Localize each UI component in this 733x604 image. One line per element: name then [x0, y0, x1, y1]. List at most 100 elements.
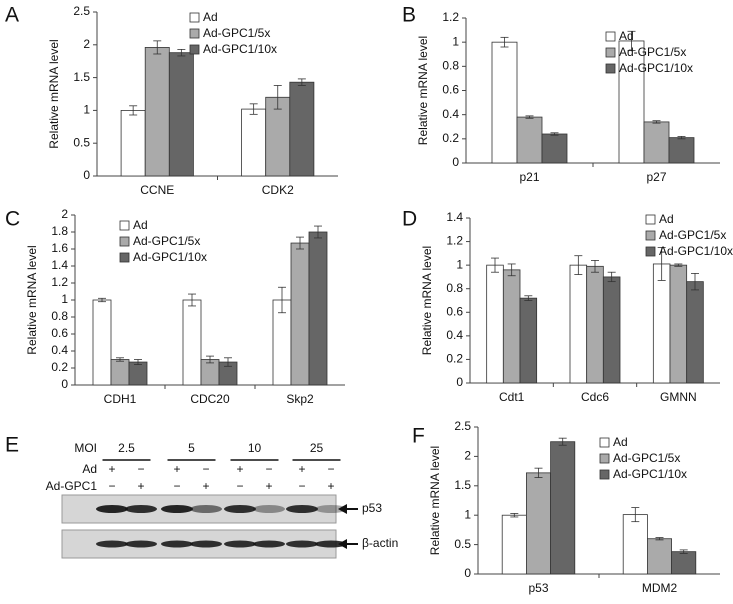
error-bar — [657, 247, 666, 281]
blot-band — [161, 505, 193, 513]
y-tick-label: 1.2 — [442, 10, 459, 24]
moi-value: 10 — [248, 441, 262, 455]
legend-label: Ad-GPC1/10x — [203, 42, 277, 56]
y-tick-label: 2.5 — [454, 419, 471, 433]
sign: − — [236, 479, 243, 493]
panel-label: D — [402, 208, 417, 231]
error-bar — [273, 85, 282, 110]
bar — [526, 472, 552, 575]
sign: + — [298, 462, 305, 476]
sign: + — [327, 479, 334, 493]
blot-band — [190, 505, 222, 513]
error-bar — [631, 507, 640, 523]
bar — [668, 137, 695, 164]
blot-band — [190, 540, 222, 548]
sign: − — [327, 462, 334, 476]
y-tick-label: 1 — [83, 103, 90, 117]
bar — [144, 47, 170, 177]
blot-band — [286, 540, 318, 548]
y-tick-label: 1 — [61, 292, 68, 306]
legend-swatch — [189, 44, 200, 55]
error-bar — [677, 136, 686, 140]
bar — [622, 514, 648, 575]
error-bar — [500, 36, 509, 48]
bar — [519, 297, 538, 384]
error-bar — [314, 225, 322, 239]
bar — [671, 551, 697, 575]
panel-label: C — [5, 208, 20, 231]
blot-band — [96, 505, 128, 513]
x-tick-label: Skp2 — [286, 392, 314, 406]
sign: + — [265, 479, 272, 493]
legend-swatch — [645, 246, 656, 257]
blot-band — [253, 505, 285, 513]
y-tick-label: 1.5 — [454, 478, 471, 492]
y-tick-label: 1.4 — [51, 258, 68, 272]
bar — [308, 231, 328, 386]
legend-label: Ad — [659, 212, 674, 226]
y-tick-label: 0 — [61, 377, 68, 391]
moi-value: 25 — [310, 441, 324, 455]
legend-label: Ad-GPC1/5x — [613, 451, 680, 465]
error-bar — [153, 40, 162, 55]
row-label: Ad — [82, 462, 97, 476]
legend-swatch — [605, 63, 616, 74]
error-bar — [134, 359, 142, 366]
x-tick-label: CDK2 — [262, 183, 294, 197]
x-tick-label: Cdt1 — [499, 390, 525, 404]
legend-swatch — [645, 230, 656, 241]
y-tick-label: 0.6 — [442, 83, 459, 97]
legend-label: Ad-GPC1/10x — [133, 250, 207, 264]
bar — [182, 299, 202, 386]
y-tick-label: 0 — [456, 375, 463, 389]
bar — [550, 441, 576, 575]
y-tick-label: 1 — [452, 34, 459, 48]
x-tick-label: GMNN — [660, 390, 697, 404]
sign: − — [108, 479, 115, 493]
blot-band — [315, 505, 347, 513]
blot-band — [125, 505, 157, 513]
x-tick-label: CDC20 — [190, 392, 230, 406]
error-bar — [249, 103, 258, 115]
bar — [290, 242, 310, 386]
bar — [120, 110, 146, 177]
blot-band — [286, 505, 318, 513]
y-axis-label: Relative mRNA level — [416, 36, 430, 145]
sign: − — [137, 462, 144, 476]
blot-band — [224, 505, 256, 513]
y-tick-label: 0.2 — [442, 131, 459, 145]
error-bar — [574, 255, 583, 275]
band-label: p53 — [362, 501, 382, 515]
bar — [501, 514, 527, 575]
error-bar — [129, 105, 138, 116]
legend-label: Ad — [613, 435, 628, 449]
error-bar — [116, 357, 124, 362]
error-bar — [296, 236, 304, 250]
error-bar — [558, 437, 567, 446]
error-bar — [177, 48, 186, 57]
panel-label: F — [412, 425, 425, 448]
legend-label: Ad-GPC1/5x — [659, 228, 726, 242]
legend-swatch — [645, 214, 656, 225]
legend-swatch — [119, 220, 130, 231]
sign: + — [202, 479, 209, 493]
x-tick-label: MDM2 — [642, 581, 678, 595]
bar — [241, 108, 267, 177]
error-bar — [550, 132, 559, 136]
row-label: Ad-GPC1 — [46, 479, 98, 493]
y-tick-label: 2 — [61, 207, 68, 221]
y-tick-label: 2 — [83, 37, 90, 51]
y-tick-label: 0.4 — [446, 328, 463, 342]
sign: − — [202, 462, 209, 476]
bar — [128, 361, 148, 386]
y-tick-label: 1.2 — [51, 275, 68, 289]
bar — [541, 133, 568, 164]
x-tick-label: p21 — [519, 170, 539, 184]
y-axis-label: Relative mRNA level — [25, 245, 39, 354]
y-tick-label: 0.8 — [446, 281, 463, 295]
panel-label: A — [5, 4, 19, 27]
legend-label: Ad-GPC1/5x — [619, 45, 686, 59]
sign: + — [236, 462, 243, 476]
error-bar — [206, 355, 214, 364]
y-tick-label: 0.4 — [51, 343, 68, 357]
